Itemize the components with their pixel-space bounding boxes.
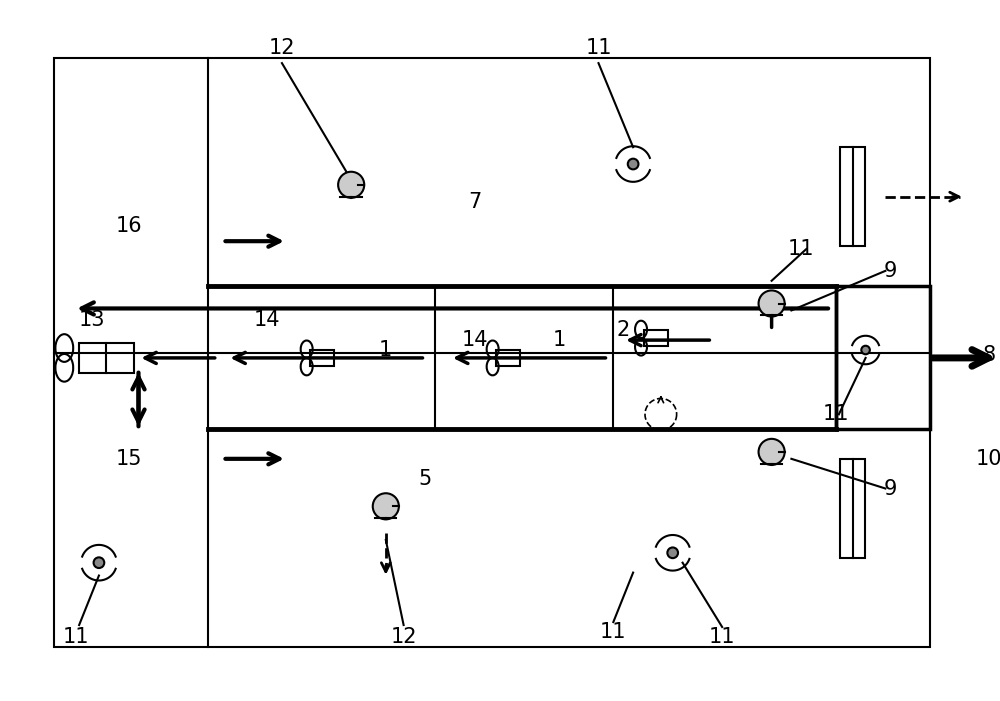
Text: 12: 12 <box>269 39 295 58</box>
Bar <box>836 286 930 429</box>
Text: 5: 5 <box>419 468 432 489</box>
Text: 14: 14 <box>462 330 488 350</box>
Text: 11: 11 <box>709 627 735 647</box>
Text: 11: 11 <box>823 404 849 424</box>
Text: 11: 11 <box>585 39 612 58</box>
Text: 16: 16 <box>115 217 142 236</box>
Text: 9: 9 <box>884 479 897 498</box>
Bar <box>79 343 134 373</box>
Circle shape <box>667 547 678 558</box>
Bar <box>840 147 865 246</box>
Text: 13: 13 <box>79 311 105 330</box>
Text: 2: 2 <box>617 320 630 340</box>
Text: 12: 12 <box>390 627 417 647</box>
Text: 11: 11 <box>63 627 89 647</box>
Text: 7: 7 <box>468 191 481 212</box>
Bar <box>54 58 930 647</box>
Circle shape <box>759 290 785 317</box>
Bar <box>496 350 520 366</box>
Circle shape <box>628 158 638 170</box>
Bar <box>840 459 865 558</box>
Text: 11: 11 <box>600 622 627 642</box>
Circle shape <box>94 557 104 568</box>
Circle shape <box>759 439 785 465</box>
Circle shape <box>373 494 399 519</box>
Bar <box>310 350 334 366</box>
Circle shape <box>338 172 364 198</box>
Text: 10: 10 <box>976 449 1000 469</box>
Text: 1: 1 <box>552 330 566 350</box>
Text: 11: 11 <box>788 239 815 259</box>
Text: 8: 8 <box>983 345 996 365</box>
Bar <box>644 330 668 346</box>
Circle shape <box>861 346 870 354</box>
Text: 9: 9 <box>884 261 897 281</box>
Text: 15: 15 <box>115 449 142 469</box>
Text: 1: 1 <box>379 340 392 360</box>
Text: 14: 14 <box>254 311 280 330</box>
